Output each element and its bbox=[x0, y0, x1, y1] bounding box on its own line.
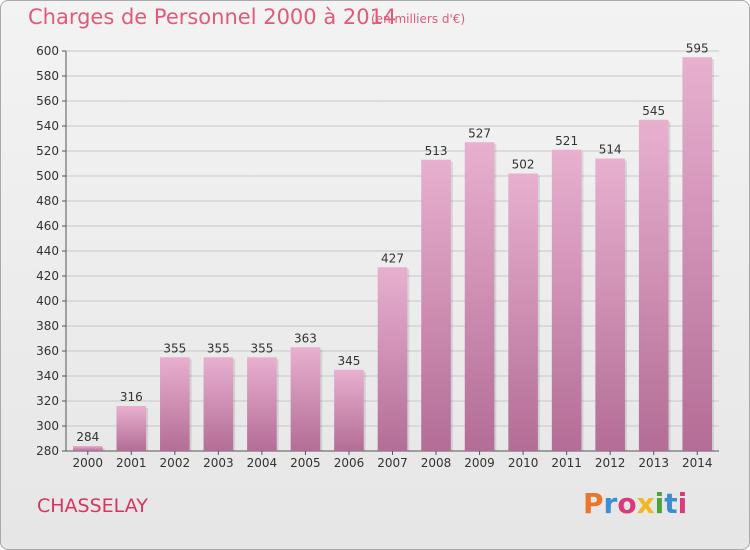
logo-letter: t bbox=[664, 487, 678, 520]
y-tick-label: 300 bbox=[36, 419, 59, 433]
y-tick-label: 320 bbox=[36, 394, 59, 408]
bar bbox=[203, 357, 234, 451]
y-tick-label: 360 bbox=[36, 344, 59, 358]
x-tick-label: 2001 bbox=[116, 456, 147, 470]
bar bbox=[551, 149, 582, 451]
y-tick-label: 600 bbox=[36, 44, 59, 58]
y-tick-label: 340 bbox=[36, 369, 59, 383]
bar-value-label: 363 bbox=[294, 331, 317, 345]
logo-letter: o bbox=[617, 487, 637, 520]
y-tick-label: 440 bbox=[36, 244, 59, 258]
x-tick-label: 2008 bbox=[421, 456, 452, 470]
y-tick-label: 580 bbox=[36, 69, 59, 83]
y-tick-label: 460 bbox=[36, 219, 59, 233]
bar bbox=[290, 347, 321, 451]
proxiti-logo: Proxiti bbox=[583, 487, 687, 520]
logo-letter: i bbox=[677, 487, 688, 520]
x-tick-label: 2000 bbox=[72, 456, 103, 470]
labels: 280 300 320 340 360 380 400 420 440 460 480 500 520 5… bbox=[36, 41, 712, 470]
bar bbox=[160, 357, 190, 451]
chart-title: Charges de Personnel 2000 à 2014 bbox=[28, 5, 397, 29]
bar-value-label: 514 bbox=[599, 143, 622, 157]
chart-subtitle: (en milliers d'€) bbox=[371, 12, 466, 26]
bar-value-label: 427 bbox=[381, 251, 404, 265]
bar bbox=[682, 57, 713, 451]
bar bbox=[464, 142, 495, 451]
y-tick-label: 280 bbox=[36, 444, 59, 458]
bar-value-label: 345 bbox=[338, 354, 361, 368]
y-tick-label: 540 bbox=[36, 119, 59, 133]
bar-value-label: 284 bbox=[76, 430, 99, 444]
logo-letter: r bbox=[603, 487, 618, 520]
y-tick-label: 400 bbox=[36, 294, 59, 308]
x-tick-label: 2012 bbox=[595, 456, 626, 470]
y-tick-label: 500 bbox=[36, 169, 59, 183]
y-tick-label: 480 bbox=[36, 194, 59, 208]
bar bbox=[247, 357, 277, 451]
bar bbox=[334, 369, 364, 451]
y-tick-label: 520 bbox=[36, 144, 59, 158]
bar bbox=[595, 158, 625, 451]
x-tick-label: 2002 bbox=[160, 456, 191, 470]
bar-value-label: 527 bbox=[468, 126, 491, 140]
y-tick-label: 420 bbox=[36, 269, 59, 283]
bar bbox=[72, 446, 103, 451]
x-tick-label: 2013 bbox=[638, 456, 669, 470]
bar-value-label: 355 bbox=[163, 341, 186, 355]
bar-value-label: 355 bbox=[207, 341, 230, 355]
x-tick-label: 2004 bbox=[247, 456, 278, 470]
logo-letter: x bbox=[636, 487, 655, 520]
y-tick-label: 560 bbox=[36, 94, 59, 108]
x-tick-label: 2014 bbox=[682, 456, 713, 470]
x-tick-label: 2009 bbox=[464, 456, 495, 470]
bar-value-label: 521 bbox=[555, 134, 578, 148]
x-tick-label: 2011 bbox=[551, 456, 582, 470]
x-tick-label: 2007 bbox=[377, 456, 408, 470]
bar-value-label: 513 bbox=[425, 144, 448, 158]
bar bbox=[377, 267, 408, 451]
x-tick-label: 2003 bbox=[203, 456, 234, 470]
logo-letter: i bbox=[654, 487, 665, 520]
x-tick-label: 2005 bbox=[290, 456, 321, 470]
y-tick-label: 380 bbox=[36, 319, 59, 333]
bar bbox=[116, 406, 147, 451]
bar-value-label: 545 bbox=[642, 104, 665, 118]
bar bbox=[638, 119, 669, 451]
bar-value-label: 355 bbox=[250, 341, 273, 355]
bar-value-label: 316 bbox=[120, 390, 143, 404]
bar bbox=[508, 173, 538, 451]
bar bbox=[421, 159, 451, 451]
x-tick-label: 2006 bbox=[334, 456, 365, 470]
logo-letter: P bbox=[583, 487, 604, 520]
x-tick-label: 2010 bbox=[508, 456, 539, 470]
bar-value-label: 595 bbox=[686, 41, 709, 55]
place-name: CHASSELAY bbox=[37, 495, 148, 517]
bar-value-label: 502 bbox=[512, 158, 535, 172]
bars bbox=[72, 57, 715, 451]
